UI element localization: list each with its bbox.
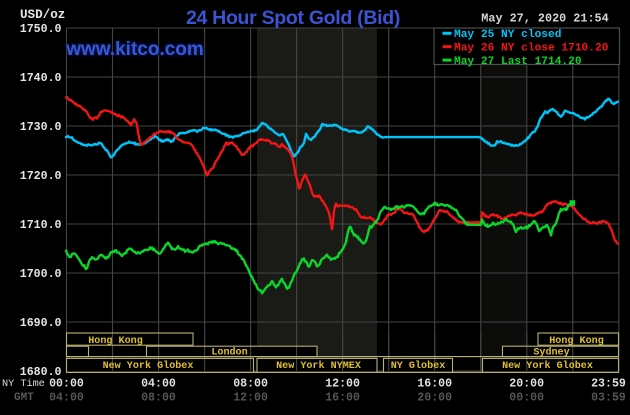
svg-text:12:00: 12:00 <box>325 378 360 391</box>
svg-text:24 Hour Spot Gold (Bid): 24 Hour Spot Gold (Bid) <box>186 7 400 29</box>
svg-text:NY Time: NY Time <box>2 378 45 390</box>
svg-text:00:00: 00:00 <box>49 378 84 391</box>
svg-text:00:00: 00:00 <box>509 392 544 405</box>
svg-text:1680.0: 1680.0 <box>20 366 62 379</box>
svg-text:1710.0: 1710.0 <box>20 219 62 232</box>
svg-text:04:00: 04:00 <box>141 378 176 391</box>
svg-text:May 26 NY close 1710.20: May 26 NY close 1710.20 <box>454 43 609 55</box>
svg-text:23:59: 23:59 <box>591 378 626 391</box>
svg-text:1700.0: 1700.0 <box>20 268 62 281</box>
svg-text:04:00: 04:00 <box>49 392 84 405</box>
svg-text:03:59: 03:59 <box>591 392 626 405</box>
svg-text:1720.0: 1720.0 <box>20 170 62 183</box>
svg-text:1730.0: 1730.0 <box>20 121 62 134</box>
svg-text:20:00: 20:00 <box>509 378 544 391</box>
svg-text:1750.0: 1750.0 <box>20 23 62 36</box>
svg-text:1740.0: 1740.0 <box>20 72 62 85</box>
svg-text:20:00: 20:00 <box>417 392 452 405</box>
svg-text:1690.0: 1690.0 <box>20 317 62 330</box>
svg-text:16:00: 16:00 <box>417 378 452 391</box>
svg-text:08:00: 08:00 <box>141 392 176 405</box>
svg-text:May 27, 2020 21:54: May 27, 2020 21:54 <box>481 12 608 26</box>
svg-text:New York Globex: New York Globex <box>103 360 194 372</box>
svg-text:16:00: 16:00 <box>325 392 360 405</box>
svg-text:New York Globex: New York Globex <box>502 360 593 372</box>
svg-text:Hong Kong: Hong Kong <box>549 336 604 347</box>
svg-text:08:00: 08:00 <box>233 378 268 391</box>
svg-text:12:00: 12:00 <box>233 392 268 405</box>
svg-text:London: London <box>211 347 247 359</box>
svg-text:NY Globex: NY Globex <box>391 360 446 372</box>
svg-text:Sydney: Sydney <box>533 347 569 359</box>
svg-text:May 25 NY closed: May 25 NY closed <box>454 29 561 41</box>
svg-text:May 27 Last 1714.20: May 27 Last 1714.20 <box>454 56 582 68</box>
svg-text:www.kitco.com: www.kitco.com <box>65 39 204 60</box>
svg-text:GMT: GMT <box>14 392 34 404</box>
svg-text:USD/oz: USD/oz <box>20 8 65 22</box>
svg-text:New York NYMEX: New York NYMEX <box>276 360 362 372</box>
svg-text:Hong Kong: Hong Kong <box>88 336 143 347</box>
